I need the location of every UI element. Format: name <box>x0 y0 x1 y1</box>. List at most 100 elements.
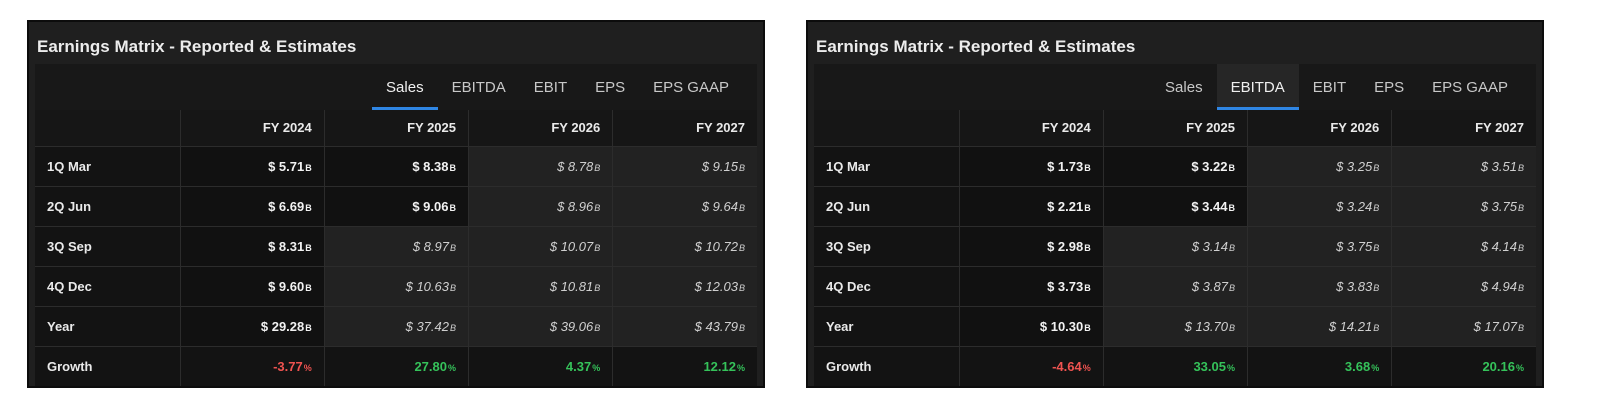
cell-value: $ 3.87 <box>1191 278 1228 294</box>
cell-value: $ 3.22 <box>1191 158 1228 174</box>
panel-title: Earnings Matrix - Reported & Estimates <box>816 37 1136 56</box>
cell-unit: B <box>449 162 457 173</box>
cell-value: $ 3.25 <box>1336 158 1373 174</box>
metric-tabs: Sales EBITDA EBIT EPS EPS GAAP <box>372 64 743 110</box>
table-row: Year $ 10.30B $ 13.70B $ 14.21B $ 17.07B <box>814 306 1536 347</box>
cell-value: $ 5.71 <box>268 158 305 174</box>
cell-unit: B <box>305 242 312 253</box>
estimate-value-cell: $ 13.70B <box>1102 306 1248 347</box>
panel-title: Earnings Matrix - Reported & Estimates <box>37 37 357 56</box>
cell-value: $ 10.30 <box>1039 318 1084 334</box>
row-label: Year <box>814 306 959 347</box>
estimate-value-cell: $ 8.78B <box>467 146 613 187</box>
column-header: FY 2025 <box>1102 110 1248 147</box>
table-row: 3Q Sep $ 8.31B $ 8.97B $ 10.07B $ 10.72B <box>35 226 757 267</box>
cell-unit: B <box>1228 202 1236 213</box>
earnings-table: FY 2024 FY 2025 FY 2026 FY 2027 1Q Mar $ … <box>814 110 1536 386</box>
growth-cell: 3.68% <box>1246 346 1392 386</box>
cell-value: $ 39.06 <box>549 318 594 334</box>
reported-value-cell: $ 29.28B <box>179 306 325 347</box>
tab-sales[interactable]: Sales <box>372 64 438 110</box>
growth-cell: 4.37% <box>467 346 613 386</box>
estimate-value-cell: $ 3.83B <box>1246 266 1392 307</box>
cell-unit: % <box>592 362 601 373</box>
tab-eps[interactable]: EPS <box>595 78 626 96</box>
reported-value-cell: $ 9.06B <box>323 186 469 227</box>
growth-cell: 27.80% <box>323 346 469 386</box>
cell-value: $ 3.51 <box>1480 158 1517 174</box>
tab-eps[interactable]: EPS <box>1374 78 1405 96</box>
cell-value: $ 10.81 <box>549 278 594 294</box>
growth-cell: 12.12% <box>612 346 757 386</box>
cell-unit: B <box>738 322 745 333</box>
cell-value: $ 17.07 <box>1473 318 1517 334</box>
cell-unit: % <box>736 362 745 373</box>
column-header: FY 2024 <box>958 110 1104 147</box>
cell-value: 3.68 <box>1344 358 1371 374</box>
table-row: 2Q Jun $ 6.69B $ 9.06B $ 8.96B $ 9.64B <box>35 186 757 227</box>
tab-ebit[interactable]: EBIT <box>1312 78 1347 96</box>
estimate-value-cell: $ 10.72B <box>612 226 757 267</box>
cell-unit: B <box>1228 282 1235 293</box>
cell-unit: B <box>1084 282 1091 293</box>
tab-eps-gaap[interactable]: EPS GAAP <box>653 78 729 96</box>
row-label: 4Q Dec <box>35 266 180 307</box>
reported-value-cell: $ 8.38B <box>323 146 469 187</box>
cell-value: 27.80 <box>414 358 447 374</box>
cell-unit: B <box>1228 322 1235 333</box>
reported-value-cell: $ 3.73B <box>958 266 1104 307</box>
cell-value: $ 4.94 <box>1480 278 1517 294</box>
tab-ebitda[interactable]: EBITDA <box>1216 64 1299 110</box>
cell-value: $ 9.60 <box>268 278 305 294</box>
cell-value: $ 3.73 <box>1047 278 1084 294</box>
cell-unit: B <box>1517 322 1524 333</box>
cell-unit: B <box>1373 202 1380 213</box>
cell-value: $ 3.75 <box>1480 198 1517 214</box>
column-header: FY 2024 <box>179 110 325 147</box>
row-label: 3Q Sep <box>814 226 959 267</box>
earnings-matrix-panel-sales: Earnings Matrix - Reported & Estimates S… <box>27 20 765 388</box>
earnings-table: FY 2024 FY 2025 FY 2026 FY 2027 1Q Mar $ … <box>35 110 757 386</box>
cell-value: $ 6.69 <box>268 198 305 214</box>
cell-unit: B <box>1517 282 1524 293</box>
estimate-value-cell: $ 17.07B <box>1391 306 1536 347</box>
estimate-value-cell: $ 3.14B <box>1102 226 1248 267</box>
estimate-value-cell: $ 14.21B <box>1246 306 1392 347</box>
cell-value: $ 10.63 <box>405 278 449 294</box>
estimate-value-cell: $ 3.75B <box>1391 186 1536 227</box>
estimate-value-cell: $ 10.07B <box>467 226 613 267</box>
reported-value-cell: $ 3.44B <box>1102 186 1248 227</box>
cell-unit: B <box>1373 322 1380 333</box>
table-row: Growth -3.77% 27.80% 4.37% 12.12% <box>35 346 757 386</box>
growth-cell: -4.64% <box>958 346 1104 386</box>
table-row: 1Q Mar $ 5.71B $ 8.38B $ 8.78B $ 9.15B <box>35 146 757 187</box>
cell-unit: B <box>1517 242 1524 253</box>
estimate-value-cell: $ 3.25B <box>1246 146 1392 187</box>
reported-value-cell: $ 5.71B <box>179 146 325 187</box>
cell-value: $ 2.21 <box>1047 198 1084 214</box>
table-row: 4Q Dec $ 9.60B $ 10.63B $ 10.81B $ 12.03B <box>35 266 757 307</box>
cell-value: $ 3.14 <box>1191 238 1228 254</box>
cell-value: $ 9.64 <box>701 198 738 214</box>
reported-value-cell: $ 2.21B <box>958 186 1104 227</box>
row-label: 2Q Jun <box>814 186 959 227</box>
reported-value-cell: $ 10.30B <box>958 306 1104 347</box>
column-header: FY 2027 <box>1391 110 1536 147</box>
tab-ebitda[interactable]: EBITDA <box>451 78 506 96</box>
metric-tabs: Sales EBITDA EBIT EPS EPS GAAP <box>1151 64 1522 110</box>
row-label: 4Q Dec <box>814 266 959 307</box>
column-header: FY 2025 <box>323 110 469 147</box>
cell-unit: B <box>305 282 312 293</box>
tab-sales[interactable]: Sales <box>1165 78 1203 96</box>
cell-value: $ 10.07 <box>549 238 594 254</box>
estimate-value-cell: $ 10.81B <box>467 266 613 307</box>
reported-value-cell: $ 2.98B <box>958 226 1104 267</box>
matrix-container: Sales EBITDA EBIT EPS EPS GAAP FY 2024 F… <box>814 64 1536 386</box>
tab-eps-gaap[interactable]: EPS GAAP <box>1432 78 1508 96</box>
cell-unit: B <box>1084 322 1091 333</box>
estimate-value-cell: $ 37.42B <box>323 306 469 347</box>
cell-unit: B <box>305 202 312 213</box>
cell-unit: % <box>447 362 456 373</box>
tab-ebit[interactable]: EBIT <box>533 78 568 96</box>
growth-cell: 20.16% <box>1391 346 1536 386</box>
